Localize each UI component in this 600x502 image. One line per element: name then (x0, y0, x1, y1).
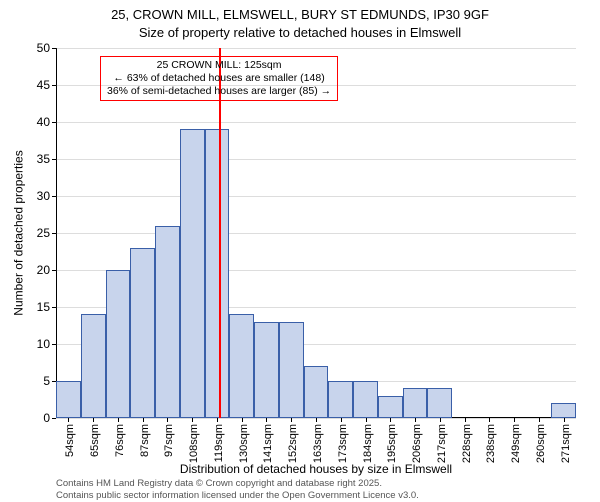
xtick-mark (465, 418, 466, 422)
ytick-label: 35 (20, 152, 56, 166)
xtick-label: 97sqm (163, 424, 175, 457)
grid-line (56, 48, 576, 49)
xtick-label: 173sqm (337, 424, 349, 463)
annotation-line-1: 25 CROWN MILL: 125sqm (107, 59, 331, 72)
xtick-label: 152sqm (287, 424, 299, 463)
ytick-label: 0 (20, 411, 56, 425)
xtick-label: 238sqm (485, 424, 497, 463)
xtick-mark (341, 418, 342, 422)
xtick-mark (167, 418, 168, 422)
grid-line (56, 159, 576, 160)
xtick-mark (192, 418, 193, 422)
ytick-label: 45 (20, 78, 56, 92)
chart-title-line1: 25, CROWN MILL, ELMSWELL, BURY ST EDMUND… (0, 6, 600, 24)
histogram-bar (353, 381, 378, 418)
xtick-mark (68, 418, 69, 422)
xtick-label: 249sqm (510, 424, 522, 463)
xtick-label: 260sqm (535, 424, 547, 463)
reference-line (219, 48, 221, 418)
xtick-mark (539, 418, 540, 422)
annotation-box: 25 CROWN MILL: 125sqm← 63% of detached h… (100, 56, 338, 101)
chart-title-line2: Size of property relative to detached ho… (0, 24, 600, 42)
xtick-mark (242, 418, 243, 422)
histogram-bar (304, 366, 329, 418)
xtick-mark (366, 418, 367, 422)
grid-line (56, 233, 576, 234)
histogram-bar (106, 270, 131, 418)
xtick-label: 119sqm (213, 424, 225, 462)
xtick-mark (118, 418, 119, 422)
xtick-mark (390, 418, 391, 422)
ytick-label: 20 (20, 263, 56, 277)
xtick-label: 130sqm (238, 424, 250, 463)
plot-region: 0510152025303540455054sqm65sqm76sqm87sqm… (56, 48, 576, 418)
histogram-plot-area: 0510152025303540455054sqm65sqm76sqm87sqm… (56, 48, 576, 418)
xtick-label: 228sqm (461, 424, 473, 463)
histogram-bar (229, 314, 254, 418)
xtick-mark (489, 418, 490, 422)
attribution-footer: Contains HM Land Registry data © Crown c… (56, 478, 576, 502)
histogram-bar (378, 396, 403, 418)
histogram-bar (403, 388, 428, 418)
xtick-label: 217sqm (436, 424, 448, 463)
histogram-bar (130, 248, 155, 418)
xtick-label: 76sqm (114, 424, 126, 457)
histogram-bar (155, 226, 180, 418)
xtick-label: 184sqm (362, 424, 374, 463)
ytick-label: 10 (20, 337, 56, 351)
xtick-mark (514, 418, 515, 422)
xtick-label: 141sqm (262, 424, 274, 463)
ytick-label: 40 (20, 115, 56, 129)
xtick-mark (143, 418, 144, 422)
xtick-label: 163sqm (312, 424, 324, 463)
xtick-label: 108sqm (188, 424, 200, 463)
xtick-mark (415, 418, 416, 422)
x-axis-label: Distribution of detached houses by size … (56, 462, 576, 476)
grid-line (56, 122, 576, 123)
histogram-bar (551, 403, 576, 418)
grid-line (56, 196, 576, 197)
xtick-label: 65sqm (89, 424, 101, 457)
ytick-label: 15 (20, 300, 56, 314)
xtick-mark (440, 418, 441, 422)
xtick-label: 54sqm (64, 424, 76, 457)
ytick-label: 50 (20, 41, 56, 55)
xtick-label: 206sqm (411, 424, 423, 463)
xtick-mark (93, 418, 94, 422)
histogram-bar (180, 129, 205, 418)
ytick-label: 30 (20, 189, 56, 203)
annotation-line-2: ← 63% of detached houses are smaller (14… (107, 72, 331, 85)
xtick-mark (316, 418, 317, 422)
chart-title-block: 25, CROWN MILL, ELMSWELL, BURY ST EDMUND… (0, 0, 600, 41)
xtick-mark (291, 418, 292, 422)
annotation-line-3: 36% of semi-detached houses are larger (… (107, 85, 331, 98)
xtick-mark (217, 418, 218, 422)
histogram-bar (254, 322, 279, 418)
xtick-mark (564, 418, 565, 422)
histogram-bar (81, 314, 106, 418)
xtick-mark (266, 418, 267, 422)
histogram-bar (427, 388, 452, 418)
histogram-bar (328, 381, 353, 418)
xtick-label: 271sqm (560, 424, 572, 463)
ytick-label: 5 (20, 374, 56, 388)
footer-line1: Contains HM Land Registry data © Crown c… (56, 478, 576, 490)
histogram-bar (279, 322, 304, 418)
xtick-label: 195sqm (386, 424, 398, 463)
histogram-bar (205, 129, 230, 418)
ytick-label: 25 (20, 226, 56, 240)
xtick-label: 87sqm (139, 424, 151, 457)
histogram-bar (56, 381, 81, 418)
